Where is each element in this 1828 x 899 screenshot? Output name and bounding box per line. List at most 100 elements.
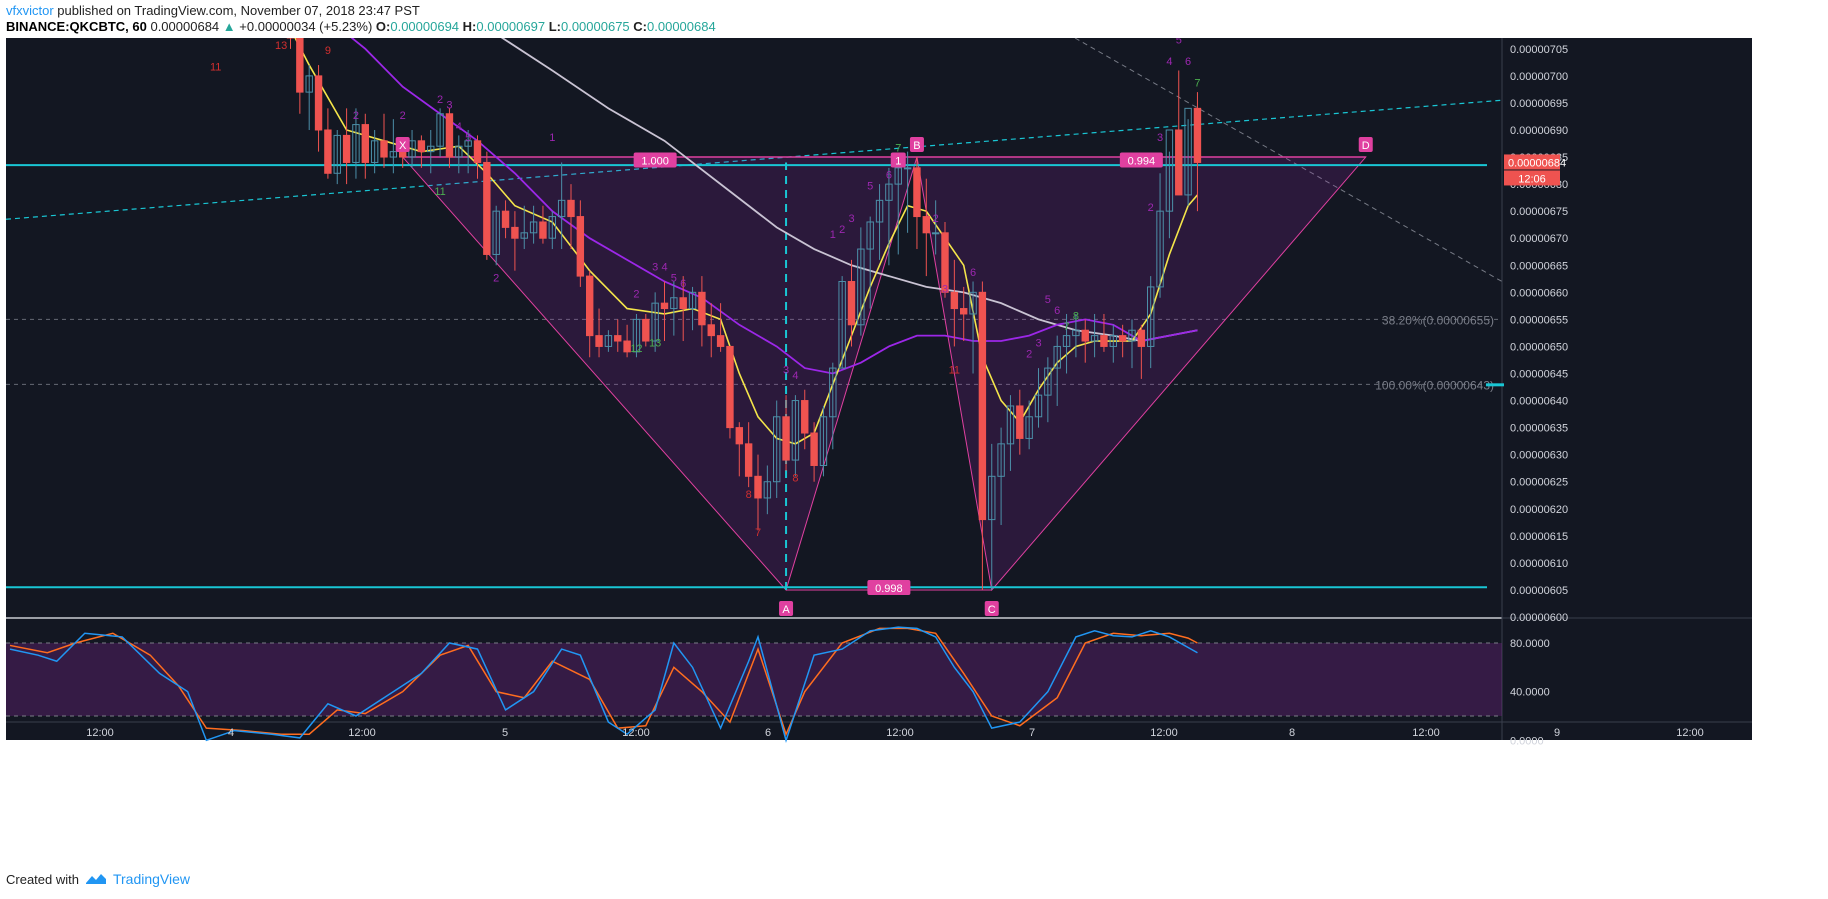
fib-level-label: 38.20%(0.00000655): [1382, 313, 1494, 327]
ema-slow-line: [350, 38, 1198, 375]
candle-body: [1044, 367, 1052, 396]
sma-line: [500, 38, 1198, 342]
price-tick-label: 0.00000695: [1510, 98, 1568, 110]
candle: [660, 281, 669, 342]
candle-body: [838, 281, 846, 369]
candle-body: [679, 297, 687, 310]
pattern-point-badge: [395, 137, 410, 153]
price-tick-label: 0.00000660: [1510, 287, 1568, 299]
candle-body: [473, 140, 482, 163]
candle-body: [436, 113, 444, 147]
pattern-ratio-label: 0.998: [875, 583, 903, 595]
candle-body: [370, 140, 379, 163]
candle-body: [1006, 405, 1015, 445]
candle: [576, 200, 585, 287]
candle: [352, 108, 360, 179]
candle-body: [642, 318, 650, 342]
candle: [1025, 400, 1033, 450]
candle: [857, 227, 865, 336]
candle: [754, 454, 762, 531]
candle-body: [342, 134, 351, 163]
price-axis-pane: [1502, 38, 1752, 722]
time-tick-label: 12:00: [1150, 727, 1178, 739]
candle: [642, 313, 650, 347]
td-count-label: 2: [1148, 202, 1154, 214]
candle-body: [595, 335, 603, 347]
candle: [978, 281, 987, 590]
footer: Created with TradingView: [6, 871, 190, 887]
candle-body: [875, 199, 884, 223]
candle: [1053, 335, 1061, 406]
candle: [1184, 107, 1192, 206]
td-count-label: 6: [970, 267, 976, 279]
candle: [632, 313, 641, 358]
candle: [464, 129, 472, 174]
candle: [278, 0, 284, 11]
candle: [1165, 129, 1174, 239]
td-count-label: 12: [630, 343, 642, 355]
open-label: O:: [375, 19, 391, 34]
author-link[interactable]: vfxvictor: [6, 3, 54, 18]
candle-body: [296, 38, 304, 93]
price-tick-label: 0.00000675: [1510, 206, 1568, 218]
td-count-label: 1: [830, 229, 836, 241]
close-label: C:: [633, 19, 648, 34]
td-count-label: 3: [446, 99, 452, 111]
stochastic-tick-label: 40.0000: [1510, 687, 1550, 699]
tradingview-brand[interactable]: TradingView: [112, 871, 191, 887]
candle: [567, 184, 575, 250]
price-tick-label: 0.00000605: [1510, 585, 1568, 597]
candle-body: [754, 475, 762, 499]
candle: [913, 157, 921, 250]
last-price: 0.00000684: [150, 19, 220, 34]
candle-body: [1034, 394, 1043, 418]
td-count-label: 3: [652, 262, 658, 274]
candle: [1175, 70, 1183, 196]
candle: [931, 200, 940, 255]
price-tick-label: 0.00000700: [1510, 71, 1568, 83]
td-count-label: 2: [400, 110, 406, 122]
candle: [380, 113, 388, 168]
td-count-label: 1: [549, 132, 555, 144]
candle-body: [885, 183, 893, 201]
candle: [1156, 173, 1164, 298]
candle-body: [1081, 329, 1089, 342]
td-count-label: 13: [649, 337, 661, 349]
pattern-point-badge: [779, 600, 794, 616]
ascending-trendline: [6, 99, 1502, 220]
candle-body: [716, 335, 725, 347]
pattern-point-d: D: [1358, 137, 1373, 153]
close-value: 0.00000684: [647, 19, 716, 34]
td-count-label: 8: [792, 473, 798, 485]
td-count-label: 2: [1026, 348, 1032, 360]
time-tick-label: 12:00: [86, 727, 114, 739]
candle: [389, 119, 398, 174]
candle-body: [1175, 129, 1183, 196]
candle: [511, 211, 519, 271]
stochastic-tick-label: 0.0000: [1510, 735, 1544, 747]
candle-body: [632, 318, 641, 353]
candle-body: [333, 134, 341, 174]
td-count-label: 2: [437, 94, 443, 106]
candle: [773, 400, 781, 498]
candle: [1044, 357, 1052, 423]
stochastic-k-line: [9, 626, 1198, 743]
candle-body: [1016, 405, 1024, 439]
candle: [716, 303, 725, 352]
candle-body: [950, 291, 959, 310]
candle-body: [305, 75, 313, 93]
candle-body: [913, 167, 921, 218]
candle: [988, 443, 996, 590]
candle: [370, 129, 379, 174]
low-value: 0.00000675: [560, 19, 630, 34]
pattern-point-label: C: [988, 604, 996, 616]
td-count-label: 8: [746, 489, 752, 501]
candle-body: [773, 416, 781, 483]
change-arrow-icon: ▲: [222, 19, 236, 34]
candle-body: [529, 221, 538, 234]
candle: [614, 319, 622, 352]
price-tick-label: 0.00000600: [1510, 612, 1568, 624]
pattern-ratio-badge: [1119, 152, 1163, 168]
